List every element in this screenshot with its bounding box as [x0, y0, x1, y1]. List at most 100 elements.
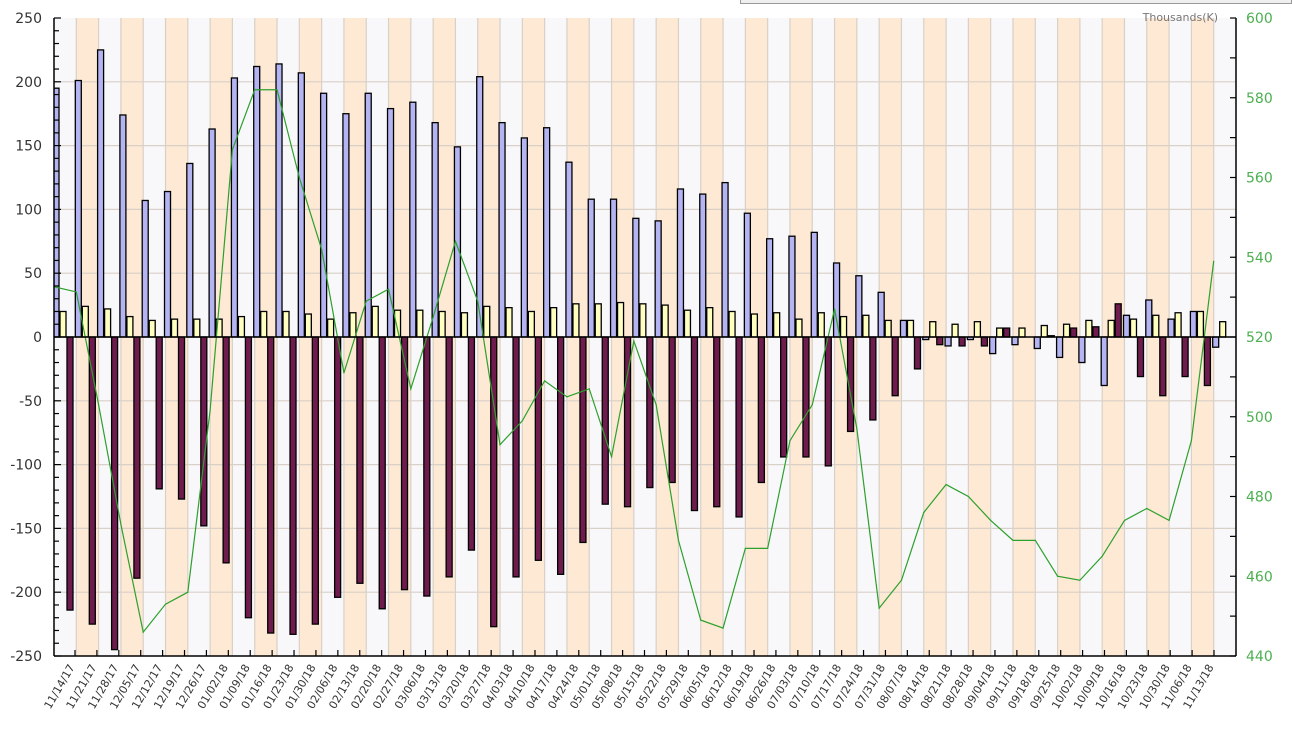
line-series-point [744, 547, 746, 549]
bar-series-2-bar [148, 319, 156, 338]
bar-series-3-bar [1114, 303, 1122, 338]
line-series-point [722, 627, 724, 629]
bar-series-1-bar [855, 275, 863, 338]
bar-series-1-bar [654, 220, 662, 338]
bar-series-1-bar [1033, 336, 1041, 350]
bar-series-2-bar [505, 307, 513, 338]
bar-series-2-bar [639, 303, 647, 338]
bar-series-1-bar [877, 291, 885, 338]
line-series-point [321, 248, 323, 250]
line-series-point [967, 495, 969, 498]
bar-series-2-bar [817, 312, 825, 338]
line-series-point [900, 579, 903, 581]
line-series-point [187, 591, 189, 593]
bar-series-3-bar [1181, 336, 1189, 378]
bar-series-3-bar [222, 336, 230, 564]
bar-series-1-bar [119, 114, 127, 338]
bar-series-1-bar [1011, 336, 1019, 346]
line-series-point [387, 288, 390, 290]
bar-series-1-bar [699, 193, 707, 338]
bar-series-3-bar [1003, 327, 1011, 338]
line-series-point [990, 519, 992, 522]
bar-series-2-bar [1219, 321, 1227, 338]
left-axis-tick-label: -200 [10, 585, 42, 601]
bar-series-1-bar [743, 212, 752, 338]
line-series-point [477, 300, 479, 302]
bar-series-3-bar [378, 336, 386, 610]
right-axis-tick-label: 600 [1246, 11, 1273, 27]
bar-series-2-bar [282, 310, 290, 338]
bar-series-1-bar [1078, 336, 1086, 364]
bar-series-2-bar [103, 308, 112, 338]
line-series-point [75, 291, 77, 293]
bar-series-2-bar [839, 315, 848, 338]
bar-series-2-bar [706, 307, 714, 338]
bar-series-1-bar [476, 76, 484, 338]
bar-series-1-bar [297, 72, 305, 338]
bar-series-3-bar [512, 336, 520, 578]
bar-series-2-bar [594, 303, 602, 338]
line-series-point [1056, 575, 1059, 577]
bar-series-1-bar [565, 161, 573, 338]
bar-series-1-bar [989, 336, 997, 355]
bar-series-1-bar [96, 49, 105, 338]
bar-series-1-bar [1122, 314, 1131, 338]
line-series-point [544, 380, 546, 382]
line-series-point [700, 619, 702, 621]
right-axis-tick-label: 480 [1246, 490, 1273, 506]
right-axis-tick-label: 440 [1246, 649, 1273, 665]
bar-series-1-bar [141, 199, 149, 338]
line-series-point [521, 420, 523, 422]
bar-series-3-bar [936, 336, 944, 346]
line-series-point [1034, 539, 1036, 541]
bar-series-3-bar [980, 336, 989, 347]
bar-series-2-bar [126, 315, 134, 338]
bar-series-3-bar [556, 336, 565, 575]
bar-series-3-bar [133, 336, 141, 579]
bar-series-3-bar [646, 336, 654, 489]
bar-series-2-bar [773, 312, 781, 338]
bar-series-2-bar [1085, 319, 1093, 338]
line-series-point [432, 316, 434, 318]
left-axis-tick-label: 250 [15, 11, 42, 27]
bar-series-2-bar [237, 315, 246, 338]
bar-series-2-bar [393, 309, 402, 338]
bar-series-2-bar [438, 310, 446, 338]
bar-series-2-bar [371, 305, 379, 338]
bar-series-1-bar [944, 336, 952, 347]
bar-series-3-bar [757, 336, 766, 484]
bar-series-1-bar [1145, 299, 1153, 338]
bar-series-3-bar [289, 336, 297, 635]
bar-series-1-bar [386, 107, 395, 338]
bar-series-3-bar [1092, 326, 1100, 338]
line-series-point [98, 404, 100, 406]
bar-series-3-bar [445, 336, 453, 578]
y2-unit-label: Thousands(K) [1142, 11, 1218, 24]
bar-series-2-bar [483, 305, 491, 338]
bar-series-1-bar [609, 198, 618, 338]
bar-series-1-bar [409, 101, 417, 338]
line-series-point [789, 440, 791, 442]
bar-series-3-bar [958, 336, 966, 347]
bar-series-3-bar [780, 336, 788, 458]
bar-series-1-bar [810, 231, 818, 338]
right-axis-tick-label: 560 [1246, 171, 1273, 187]
bar-series-3-bar [579, 336, 587, 544]
bar-series-2-bar [349, 312, 357, 338]
bar-series-3-bar [601, 336, 609, 505]
line-series-point [767, 547, 769, 549]
bar-series-1-bar [1055, 336, 1064, 359]
line-series-point [566, 396, 568, 398]
bar-series-2-bar [81, 305, 89, 338]
bar-series-2-bar [973, 321, 982, 338]
bar-series-1-bar [542, 127, 551, 338]
bar-series-1-bar [832, 262, 841, 338]
bar-series-2-bar [1196, 310, 1205, 338]
bar-series-2-bar [728, 310, 736, 338]
bar-series-3-bar [177, 336, 186, 500]
line-series-point [365, 300, 367, 302]
bar-series-3-bar [88, 336, 96, 625]
bar-series-2-bar [1018, 327, 1026, 338]
left-axis-tick-label: -250 [10, 649, 42, 665]
